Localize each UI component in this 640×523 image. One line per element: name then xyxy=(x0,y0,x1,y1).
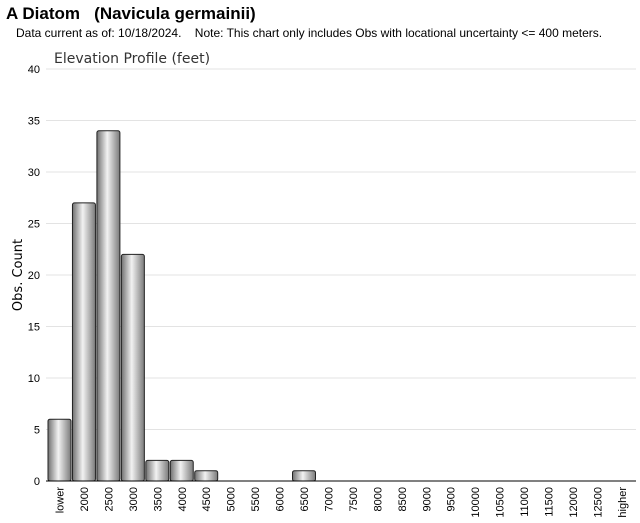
x-tick-label: 4500 xyxy=(201,487,213,511)
bar-2000 xyxy=(71,202,96,482)
x-tick-label: 11500 xyxy=(544,487,556,517)
y-tick-labels: 0 5 10 15 20 25 30 35 40 xyxy=(28,64,40,488)
data-note: Data current as of: 10/18/2024. Note: Th… xyxy=(16,26,603,40)
page-title: A Diatom (Navicula germainii) xyxy=(6,4,256,23)
bar-4500 xyxy=(194,470,219,482)
y-tick-label: 40 xyxy=(28,64,40,76)
x-tick-label: 8000 xyxy=(372,487,384,511)
bar-4000 xyxy=(169,459,194,482)
bar-6500 xyxy=(292,470,316,482)
chart-title: Elevation Profile (feet) xyxy=(54,51,210,67)
y-tick-label: 25 xyxy=(28,219,40,231)
bar-2500 xyxy=(96,130,121,482)
x-tick-labels: lower 2000 2500 3000 3500 4000 4500 5000 5500 600… xyxy=(55,487,629,518)
x-tick-label: 2500 xyxy=(103,487,115,511)
x-tick-label: 4000 xyxy=(177,487,189,511)
x-tick-label: 5000 xyxy=(226,487,238,511)
bars xyxy=(47,130,316,482)
x-tick-label: lower xyxy=(55,487,67,514)
x-tick-label: 9500 xyxy=(446,487,458,511)
x-tick-label: 3500 xyxy=(152,487,164,511)
y-tick-label: 15 xyxy=(28,322,40,334)
x-tick-label: 10500 xyxy=(495,487,507,518)
x-tick-label: 2000 xyxy=(79,487,91,511)
x-tick-label: 5500 xyxy=(250,487,262,511)
y-tick-label: 35 xyxy=(28,116,40,128)
x-tick-label: 8500 xyxy=(397,487,409,511)
y-tick-label: 10 xyxy=(28,373,40,385)
x-tick-label: higher xyxy=(617,487,629,518)
x-tick-label: 10000 xyxy=(470,487,482,518)
y-tick-label: 5 xyxy=(34,425,40,437)
y-tick-label: 20 xyxy=(28,270,40,282)
y-tick-label: 0 xyxy=(34,476,40,488)
x-tick-label: 3000 xyxy=(128,487,140,511)
x-tick-label: 12000 xyxy=(568,487,580,518)
x-tick-label: 12500 xyxy=(592,487,604,518)
y-tick-label: 30 xyxy=(28,167,40,179)
bar-lower xyxy=(47,418,72,482)
bar-3000 xyxy=(120,253,145,482)
x-tick-label: 7000 xyxy=(323,487,335,511)
y-axis-title: Obs. Count xyxy=(11,239,26,311)
x-tick-label: 6000 xyxy=(275,487,287,511)
x-tick-label: 9000 xyxy=(421,487,433,511)
x-tick-label: 11000 xyxy=(519,487,531,517)
bar-3500 xyxy=(145,459,170,482)
x-tick-label: 7500 xyxy=(348,487,360,511)
x-tick-label: 6500 xyxy=(299,487,311,511)
